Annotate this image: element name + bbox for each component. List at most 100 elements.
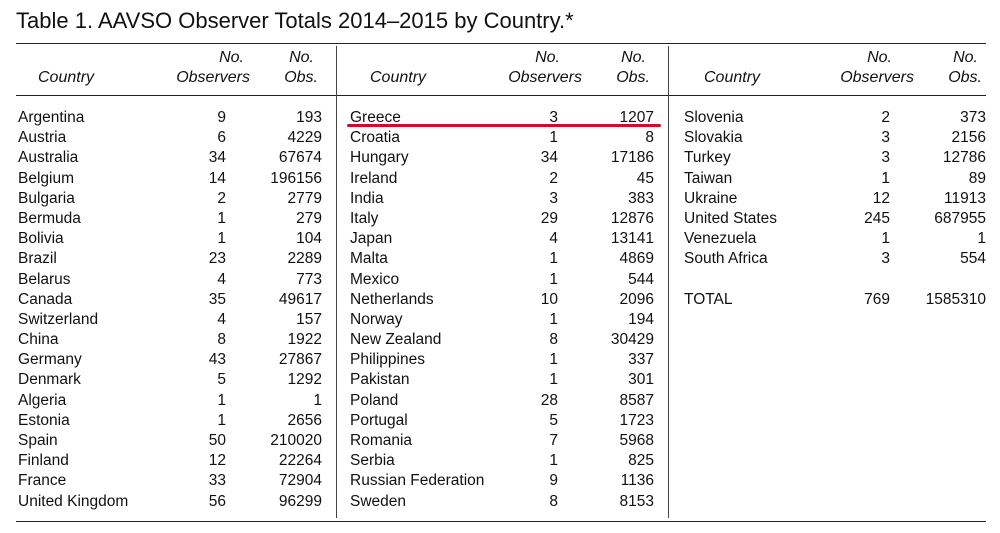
observers-cell: 1 <box>549 452 558 470</box>
obs-cell: 67674 <box>278 149 322 167</box>
observers-cell: 245 <box>864 209 890 227</box>
table-row: Belarus 4 773 <box>18 270 322 290</box>
country-cell: Canada <box>18 290 73 308</box>
table-row: Algeria 1 1 <box>18 391 322 411</box>
obs-cell: 210020 <box>270 432 322 449</box>
obs-cell: 687955 <box>934 209 986 227</box>
table-row: Argentina 9 193 <box>18 108 322 128</box>
country-cell: Bolivia <box>18 230 64 248</box>
table-row: Canada 35 49617 <box>18 290 322 310</box>
country-cell: Ireland <box>350 169 398 187</box>
table-row: Slovakia 3 2156 <box>684 128 986 148</box>
table-row: Venezuela 1 1 <box>684 229 986 249</box>
obs-cell: 1723 <box>619 411 654 429</box>
observers-cell: 34 <box>208 149 226 167</box>
country-cell: Hungary <box>350 149 409 167</box>
observers-cell: 7 <box>549 432 558 449</box>
obs-cell: 4869 <box>619 250 654 268</box>
observers-cell: 8 <box>549 492 558 510</box>
obs-cell: 45 <box>636 169 654 187</box>
table-column-1: Argentina 9 193 Austria 6 4229 Australia 34 6767… <box>18 108 322 512</box>
observers-cell: 14 <box>208 169 226 187</box>
table-row: Netherlands 10 2096 <box>350 290 654 310</box>
observers-cell: 12 <box>872 189 890 207</box>
header-observers-label: Observers <box>840 69 914 86</box>
table-row: Denmark 5 1292 <box>18 370 322 390</box>
table-row: Mexico 1 544 <box>350 270 654 290</box>
table-row: Switzerland 4 157 <box>18 310 322 330</box>
obs-cell: 1922 <box>287 331 322 349</box>
country-cell: Philippines <box>350 351 425 369</box>
country-cell: Italy <box>350 209 379 227</box>
table-row: Turkey 3 12786 <box>684 148 986 168</box>
top-rule <box>16 43 986 44</box>
observers-cell: 35 <box>208 290 226 308</box>
obs-cell: 1 <box>313 391 322 409</box>
country-cell: Ukraine <box>684 189 738 207</box>
observers-cell: 4 <box>549 230 558 248</box>
country-cell: TOTAL <box>684 290 733 308</box>
country-cell: Germany <box>18 351 82 369</box>
table-row <box>684 270 986 290</box>
table-row: France 33 72904 <box>18 471 322 491</box>
observers-cell: 28 <box>540 391 558 409</box>
country-cell: Australia <box>18 149 79 167</box>
country-cell: Belarus <box>18 270 71 288</box>
country-cell: Brazil <box>18 250 57 268</box>
table-row: Ukraine 12 11913 <box>684 189 986 209</box>
table-row: China 8 1922 <box>18 330 322 350</box>
observers-cell: 1 <box>549 351 558 369</box>
country-cell: Norway <box>350 310 403 328</box>
header-country-label: Country <box>370 69 427 86</box>
country-cell: Slovenia <box>684 109 744 126</box>
table-title: Table 1. AAVSO Observer Totals 2014–2015… <box>16 8 574 33</box>
obs-cell: 11913 <box>944 189 986 207</box>
country-cell: Russian Federation <box>350 472 485 490</box>
country-cell: France <box>18 472 67 490</box>
country-cell: Argentina <box>18 109 85 126</box>
observers-cell: 1 <box>549 129 558 147</box>
observers-cell: 4 <box>217 310 226 328</box>
observers-cell: 1 <box>217 230 226 248</box>
country-cell: Estonia <box>18 411 70 429</box>
obs-cell: 2779 <box>287 189 322 207</box>
obs-cell: 1 <box>977 230 986 248</box>
header-rule <box>16 95 986 96</box>
observers-cell: 33 <box>208 472 226 490</box>
obs-cell: 373 <box>960 109 986 126</box>
obs-cell: 12876 <box>610 209 654 227</box>
table-row: Norway 1 194 <box>350 310 654 330</box>
table-row: Spain 50 210020 <box>18 431 322 451</box>
header-obs-label: Obs. <box>948 69 982 86</box>
obs-cell: 96299 <box>278 492 322 510</box>
table-row: Austria 6 4229 <box>18 128 322 148</box>
observers-cell: 3 <box>549 109 558 126</box>
observers-cell: 2 <box>549 169 558 187</box>
table-row: Portugal 5 1723 <box>350 411 654 431</box>
table-row: Slovenia 2 373 <box>684 108 986 128</box>
observers-cell: 2 <box>217 189 226 207</box>
observers-cell: 50 <box>208 432 226 449</box>
country-cell: Austria <box>18 129 67 147</box>
observers-cell: 1 <box>217 209 226 227</box>
observers-cell: 1 <box>549 270 558 288</box>
country-cell: Mexico <box>350 270 400 288</box>
observers-cell: 10 <box>540 290 558 308</box>
country-cell: Slovakia <box>684 129 743 147</box>
country-cell: Finland <box>18 452 69 470</box>
obs-cell: 194 <box>628 310 654 328</box>
obs-cell: 1136 <box>620 472 654 490</box>
observers-cell: 6 <box>217 129 226 147</box>
header-no-label: No. <box>535 49 560 66</box>
country-cell: United States <box>684 209 778 227</box>
country-cell: Netherlands <box>350 290 434 308</box>
observers-cell: 8 <box>217 331 226 349</box>
observers-cell: 1 <box>881 169 890 187</box>
bottom-rule <box>16 521 986 522</box>
table-row: Bermuda 1 279 <box>18 209 322 229</box>
obs-cell: 544 <box>628 270 654 288</box>
obs-cell: 8587 <box>619 391 654 409</box>
country-cell: Bulgaria <box>18 189 75 207</box>
obs-cell: 773 <box>296 270 322 288</box>
header-no-label: No. <box>953 49 978 66</box>
